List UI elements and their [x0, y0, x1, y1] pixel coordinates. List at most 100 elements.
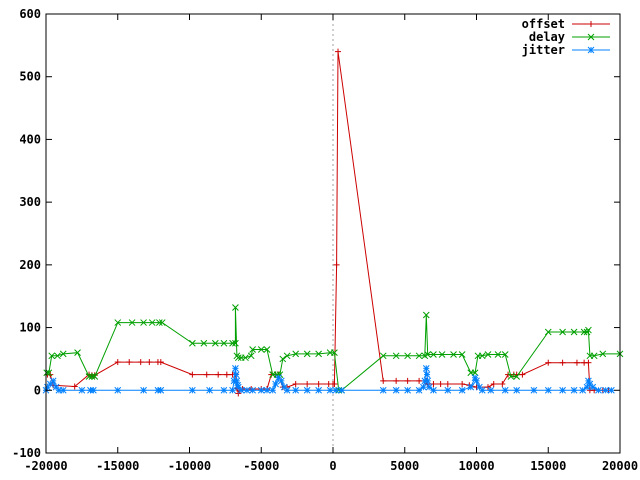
data-point-jitter [232, 364, 239, 372]
x-tick-label: 0 [329, 459, 336, 473]
data-point-delay [279, 355, 287, 363]
data-point-jitter [487, 386, 495, 394]
data-point-jitter [513, 386, 521, 394]
data-point-delay [590, 352, 598, 360]
data-point-delay [580, 328, 588, 336]
data-point-jitter [570, 386, 578, 394]
data-point-delay [430, 351, 437, 358]
series-line-offset [47, 51, 609, 395]
data-point-delay [156, 319, 163, 326]
legend-label-offset: offset [522, 17, 565, 31]
legend-marker-jitter [587, 46, 595, 54]
data-point-jitter [501, 386, 509, 394]
legend-marker-delay [587, 33, 595, 41]
data-point-offset [499, 381, 506, 388]
data-point-delay [54, 352, 61, 360]
data-point-delay [315, 350, 323, 358]
data-point-jitter [220, 386, 228, 394]
data-point-jitter [467, 383, 475, 391]
data-point-delay [392, 352, 400, 360]
y-tick-label: 400 [19, 132, 41, 146]
data-point-delay [494, 351, 502, 358]
x-tick-label: -5000 [243, 459, 279, 473]
data-point-jitter [392, 386, 400, 394]
data-point-delay [424, 351, 432, 358]
x-tick-label: 10000 [458, 459, 494, 473]
data-point-delay [257, 346, 265, 353]
data-point-jitter [157, 386, 165, 394]
data-point-delay [220, 339, 228, 347]
data-point-offset [416, 377, 423, 384]
data-point-delay [570, 328, 578, 336]
data-point-offset [573, 359, 580, 366]
data-point-jitter [257, 386, 265, 394]
data-point-delay [229, 339, 236, 347]
y-tick-label: 500 [19, 70, 41, 84]
data-point-delay [292, 350, 300, 358]
x-tick-label: -20000 [24, 459, 67, 473]
data-point-jitter [559, 386, 566, 394]
data-point-offset [380, 377, 387, 384]
data-point-offset [335, 48, 342, 55]
data-point-jitter [430, 386, 437, 394]
data-point-jitter [90, 386, 97, 394]
data-point-delay [74, 349, 81, 357]
data-point-offset [519, 371, 526, 378]
data-point-jitter [49, 377, 57, 385]
data-point-jitter [608, 386, 615, 394]
data-point-jitter [189, 386, 196, 394]
data-point-jitter [425, 383, 433, 391]
data-point-offset [484, 384, 491, 391]
data-point-delay [148, 319, 156, 326]
data-point-jitter [280, 383, 288, 391]
data-point-jitter [444, 386, 452, 394]
data-point-delay [404, 352, 411, 360]
data-point-offset [444, 381, 451, 388]
x-tick-label: -15000 [96, 459, 139, 473]
data-point-jitter [249, 386, 256, 394]
data-point-delay [48, 352, 56, 360]
data-point-delay [438, 351, 446, 358]
data-point-delay [189, 339, 196, 347]
data-point-delay [263, 346, 271, 353]
data-point-delay [140, 319, 147, 326]
data-point-jitter [338, 386, 345, 394]
data-point-jitter [315, 386, 323, 394]
data-point-delay [501, 351, 509, 358]
data-point-offset [126, 359, 133, 366]
y-tick-label: -100 [12, 446, 41, 460]
data-point-delay [114, 319, 122, 326]
data-point-delay [478, 352, 486, 360]
data-point-offset [585, 359, 592, 366]
data-point-offset [393, 377, 400, 384]
data-point-offset [189, 371, 196, 378]
x-tick-label: -10000 [168, 459, 211, 473]
data-point-jitter [229, 386, 236, 394]
data-point-delay [200, 339, 208, 347]
data-point-jitter [140, 386, 147, 394]
data-point-jitter [277, 377, 285, 385]
data-point-delay [91, 373, 99, 380]
data-point-delay [599, 350, 607, 358]
series-offset [44, 48, 612, 397]
data-point-jitter [415, 386, 423, 394]
data-point-jitter [243, 386, 251, 394]
data-point-delay [450, 351, 457, 358]
data-point-delay [303, 350, 311, 358]
data-point-offset [437, 381, 444, 388]
data-point-delay [422, 311, 430, 319]
data-point-jitter [263, 386, 271, 394]
data-point-jitter [404, 386, 411, 394]
data-point-offset [304, 381, 311, 388]
data-point-offset [114, 359, 121, 366]
data-point-jitter [422, 364, 430, 372]
data-point-jitter [478, 386, 486, 394]
data-point-jitter [326, 386, 334, 394]
data-point-delay [544, 328, 552, 336]
data-point-delay [379, 352, 387, 360]
data-point-jitter [589, 383, 597, 391]
data-point-delay [585, 326, 592, 334]
data-point-delay [415, 352, 423, 360]
data-point-offset [315, 381, 322, 388]
